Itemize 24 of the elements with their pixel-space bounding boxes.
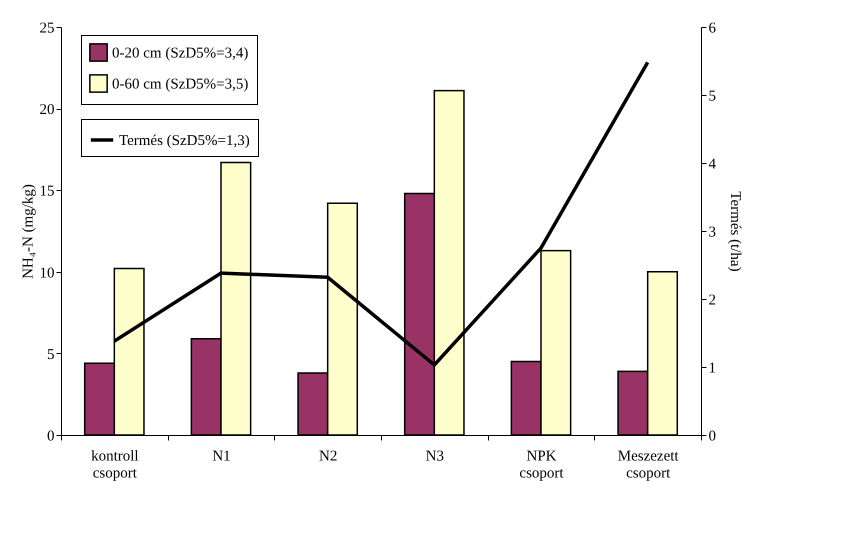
x-tick-label: kontroll csoport [91,448,139,482]
y-tick-label: 0 [47,428,54,444]
y2-tick-label: 5 [708,88,716,104]
y-tick-label: 10 [40,265,54,282]
y2-tick-label: 0 [708,428,716,444]
y-tick-label: 15 [40,184,54,200]
y2-axis-title: Termés (t/ha) [727,191,743,272]
y2-tick-label: 4 [708,156,716,172]
x-tick-label: N2 [318,448,338,464]
x-tick-label: N3 [426,448,444,464]
legend-label: Termés (SzD5%=1,3) [119,133,250,149]
y2-tick-label: 2 [708,292,716,308]
y2-tick-label: 6 [708,20,716,36]
x-tick-label: Meszezett csoport [618,448,680,482]
y2-tick-label: 1 [708,360,716,376]
x-tick-label: N1 [212,448,231,464]
y-tick-label: 20 [40,102,54,118]
y-axis-title: NH₄-N (mg/kg) [20,184,36,279]
x-tick-label: NPK csoport [519,448,564,482]
y2-tick-label: 3 [708,224,716,240]
legend-label: 0-60 cm (SzD5%=3,5) [112,76,248,92]
y-tick-label: 25 [40,20,54,36]
y-tick-label: 5 [47,346,54,363]
legend-label: 0-20 cm (SzD5%=3,4) [112,46,248,62]
